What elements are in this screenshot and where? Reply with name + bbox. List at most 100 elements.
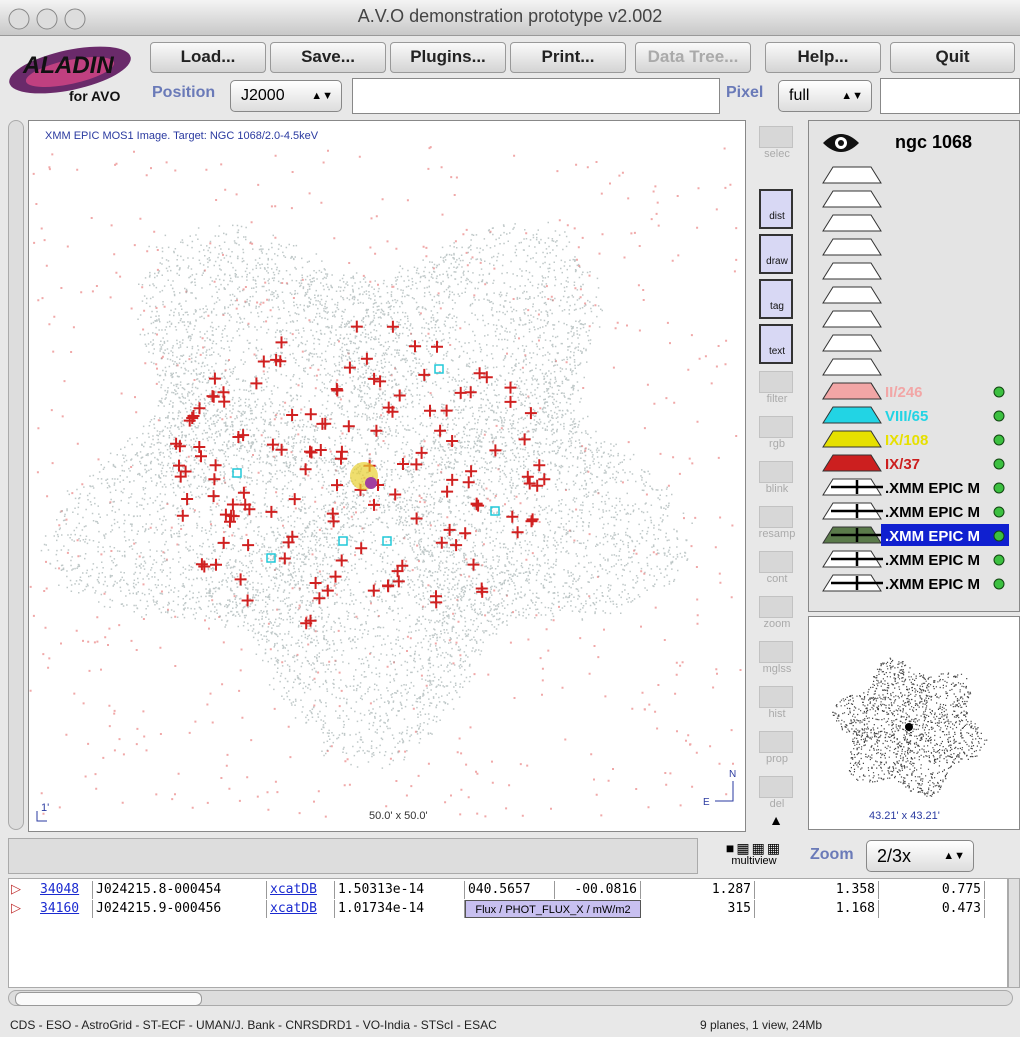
plane-status[interactable] — [993, 554, 1005, 566]
tool-icon — [759, 596, 793, 618]
plane-label[interactable]: IX/37 — [885, 456, 920, 473]
tool-label: draw — [766, 256, 788, 267]
tool-label: text — [768, 346, 786, 357]
zoom-select[interactable]: 2/3x ▲▼ — [866, 840, 974, 872]
plane-icon[interactable] — [822, 334, 882, 352]
table-cell[interactable]: xcatDB — [267, 881, 335, 899]
credits: CDS - ESO - AstroGrid - ST-ECF - UMAN/J.… — [10, 1018, 497, 1032]
table-cell: 1.01734e-14 — [335, 900, 465, 918]
toolbar-button[interactable]: Quit — [890, 42, 1015, 73]
tool-icon — [759, 776, 793, 798]
horizontal-scrollbar[interactable] — [8, 990, 1013, 1006]
table-cell[interactable]: 34048 — [37, 881, 93, 899]
plane-label[interactable]: IX/108 — [885, 432, 928, 449]
plane-icon[interactable] — [822, 430, 882, 448]
frame-select[interactable]: J2000 ▲▼ — [230, 80, 342, 112]
plane-icon[interactable] — [822, 454, 882, 472]
tool[interactable]: resamp — [752, 502, 802, 546]
toolbar-button[interactable]: Load... — [150, 42, 266, 73]
multiview-button[interactable]: ■▦▦▦ multiview — [706, 840, 802, 874]
plane-status[interactable] — [993, 506, 1005, 518]
plane-icon[interactable] — [822, 406, 882, 424]
toolbar-button[interactable]: Save... — [270, 42, 386, 73]
pixel-field[interactable] — [880, 78, 1020, 114]
tool[interactable]: del — [752, 772, 802, 816]
tool-icon — [759, 416, 793, 438]
plane-status[interactable] — [993, 410, 1005, 422]
tooltip: Flux / PHOT_FLUX_X / mW/m2 — [465, 900, 641, 918]
catalog-square — [434, 364, 444, 374]
splitter[interactable]: ▲ — [769, 812, 783, 828]
plane-status[interactable] — [993, 482, 1005, 494]
tool[interactable]: filter — [752, 367, 802, 411]
plane-status[interactable] — [993, 434, 1005, 446]
table-cell[interactable]: xcatDB — [267, 900, 335, 918]
tool-icon — [759, 731, 793, 753]
window-controls[interactable] — [6, 6, 102, 32]
plane-icon[interactable] — [822, 190, 882, 208]
toolbar-button[interactable]: Plugins... — [390, 42, 506, 73]
scale-label: 1' — [41, 802, 49, 814]
plane-label[interactable]: VIII/65 — [885, 408, 928, 425]
plane-icon[interactable] — [822, 166, 882, 184]
thumbnail-size: 43.21' x 43.21' — [869, 810, 940, 822]
tool-label: filter — [766, 393, 788, 405]
toolbar-button[interactable]: Data Tree... — [635, 42, 751, 73]
plane-icon[interactable] — [822, 262, 882, 280]
plane-icon[interactable] — [822, 214, 882, 232]
logo-subtitle: for AVO — [69, 88, 121, 104]
plane-status[interactable] — [993, 458, 1005, 470]
tool[interactable]: prop — [752, 727, 802, 771]
tool-icon — [759, 126, 793, 148]
plane-icon[interactable] — [822, 286, 882, 304]
tool[interactable]: zoom — [752, 592, 802, 636]
toolbar-button[interactable]: Help... — [765, 42, 881, 73]
tool[interactable]: selec — [752, 122, 802, 166]
plane-icon[interactable] — [822, 238, 882, 256]
plane-label[interactable]: .XMM EPIC M — [885, 480, 980, 497]
thumbnail-core — [905, 723, 913, 731]
plane-icon[interactable] — [822, 358, 882, 376]
tool[interactable]: cont — [752, 547, 802, 591]
tool[interactable]: tag — [752, 277, 802, 321]
vertical-scrollbar[interactable] — [8, 120, 24, 830]
tool[interactable]: hist — [752, 682, 802, 726]
tool[interactable]: text — [752, 322, 802, 366]
tool[interactable]: draw — [752, 232, 802, 276]
thumbnail[interactable]: 43.21' x 43.21' — [808, 616, 1020, 830]
plane-glyph — [831, 576, 883, 590]
pixel-select[interactable]: full ▲▼ — [778, 80, 872, 112]
view-size: 50.0' x 50.0' — [369, 810, 428, 822]
plane-status[interactable] — [993, 578, 1005, 590]
tool-icon — [759, 189, 793, 229]
plane-label[interactable]: II/246 — [885, 384, 923, 401]
catalog-crosses — [170, 320, 551, 630]
plane-label[interactable]: .XMM EPIC M — [885, 504, 980, 521]
tool-icon — [759, 551, 793, 573]
table-scrollbar[interactable] — [1008, 878, 1020, 988]
tool[interactable]: mglss — [752, 637, 802, 681]
table-cell: 0.775 — [879, 881, 985, 899]
tool[interactable]: rgb — [752, 412, 802, 456]
zoom-label: Zoom — [810, 846, 854, 863]
plane-label[interactable]: .XMM EPIC M — [885, 552, 980, 569]
plane-status[interactable] — [993, 386, 1005, 398]
plane-icon[interactable] — [822, 310, 882, 328]
plane-glyph — [831, 552, 883, 566]
plane-label[interactable]: .XMM EPIC M — [885, 528, 980, 545]
tool-label: zoom — [763, 618, 791, 630]
position-field[interactable] — [352, 78, 720, 114]
catalog-square — [490, 506, 500, 516]
toolbar-button[interactable]: Print... — [510, 42, 626, 73]
plane-label[interactable]: .XMM EPIC M — [885, 576, 980, 593]
title-bar: A.V.O demonstration prototype v2.002 — [0, 0, 1020, 36]
table-cell: 1.50313e-14 — [335, 881, 465, 899]
image-view[interactable]: XMM EPIC MOS1 Image. Target: NGC 1068/2.… — [28, 120, 746, 832]
plane-status[interactable] — [993, 530, 1005, 542]
table-cell[interactable]: 34160 — [37, 900, 93, 918]
tool[interactable]: dist — [752, 187, 802, 231]
plane-icon[interactable] — [822, 382, 882, 400]
tool[interactable]: blink — [752, 457, 802, 501]
stack-title: ngc 1068 — [895, 132, 972, 152]
